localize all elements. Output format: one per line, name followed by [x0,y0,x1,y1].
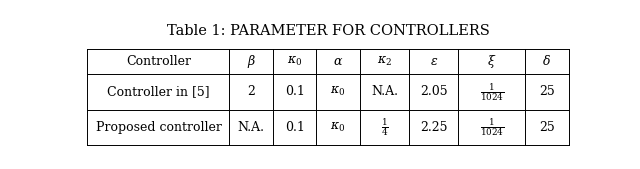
Text: 25: 25 [539,121,555,134]
Text: 2: 2 [247,85,255,98]
Text: Controller in [5]: Controller in [5] [107,85,210,98]
Text: $\frac{1}{1024}$: $\frac{1}{1024}$ [479,81,504,103]
Text: N.A.: N.A. [237,121,265,134]
Text: Proposed controller: Proposed controller [95,121,221,134]
Text: 0.1: 0.1 [285,121,305,134]
Text: 25: 25 [539,85,555,98]
Text: $\kappa_0$: $\kappa_0$ [287,55,302,68]
Text: 0.1: 0.1 [285,85,305,98]
Text: $\kappa_0$: $\kappa_0$ [330,121,346,134]
Text: $\kappa_0$: $\kappa_0$ [330,85,346,98]
Text: Controller: Controller [126,55,191,68]
Text: $\kappa_2$: $\kappa_2$ [377,55,392,68]
Text: N.A.: N.A. [371,85,398,98]
Text: $\frac{1}{1024}$: $\frac{1}{1024}$ [479,116,504,138]
Text: $\delta$: $\delta$ [542,54,551,68]
Text: 2.05: 2.05 [420,85,447,98]
Text: Table 1: PARAMETER FOR CONTROLLERS: Table 1: PARAMETER FOR CONTROLLERS [166,23,490,38]
Text: $\xi$: $\xi$ [487,53,497,70]
Text: $\frac{1}{4}$: $\frac{1}{4}$ [381,116,388,138]
Text: $\alpha$: $\alpha$ [333,55,343,68]
Text: 2.25: 2.25 [420,121,447,134]
Text: $\beta$: $\beta$ [246,53,256,70]
Text: $\epsilon$: $\epsilon$ [429,55,438,68]
